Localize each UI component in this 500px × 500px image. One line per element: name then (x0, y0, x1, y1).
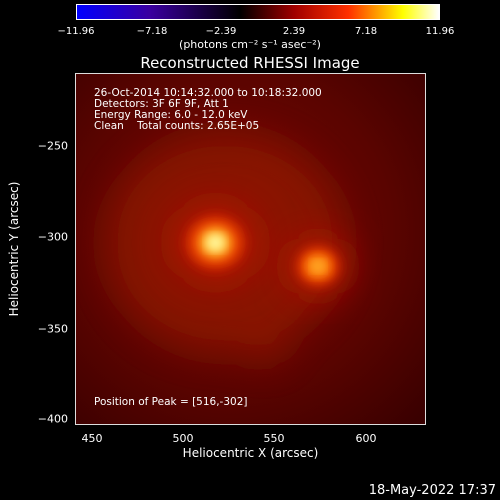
y-tick: −350 (37, 322, 68, 336)
x-tick: 550 (263, 432, 285, 445)
x-axis-label: Heliocentric X (arcsec) (182, 446, 319, 460)
rhessi-image (75, 73, 426, 425)
colorbar-tick: −11.96 (57, 26, 95, 37)
x-tick: 500 (172, 432, 194, 445)
colorbar-units: (photons cm⁻² s⁻¹ asec⁻²) (179, 38, 321, 51)
x-tick: 600 (355, 432, 377, 445)
emission-source-secondary (286, 237, 350, 295)
detectors-info: Detectors: 3F 6F 9F, Att 1 (94, 98, 229, 110)
y-tick: −250 (37, 139, 68, 153)
energy-range: Energy Range: 6.0 - 12.0 keV (94, 109, 248, 121)
peak-position: Position of Peak = [516,-302] (94, 396, 248, 408)
y-tick: −400 (37, 412, 68, 426)
x-tick: 450 (81, 432, 103, 445)
y-tick: −300 (37, 230, 68, 244)
colorbar-tick: −7.18 (136, 26, 168, 37)
y-axis-label: Heliocentric Y (arcsec) (7, 181, 21, 317)
emission-source-primary (171, 202, 260, 283)
clean-counts: Clean Total counts: 2.65E+05 (94, 120, 260, 132)
datestamp: 18-May-2022 17:37 (368, 483, 496, 498)
colorbar-tick: −2.39 (205, 26, 237, 37)
colorbar-tick: 11.96 (425, 26, 455, 37)
time-range: 26-Oct-2014 10:14:32.000 to 10:18:32.000 (94, 87, 322, 99)
colorbar-tick: 7.18 (354, 26, 378, 37)
colorbar-tick: 2.39 (282, 26, 306, 37)
image-title: Reconstructed RHESSI Image (140, 54, 360, 72)
colorbar (76, 4, 440, 20)
